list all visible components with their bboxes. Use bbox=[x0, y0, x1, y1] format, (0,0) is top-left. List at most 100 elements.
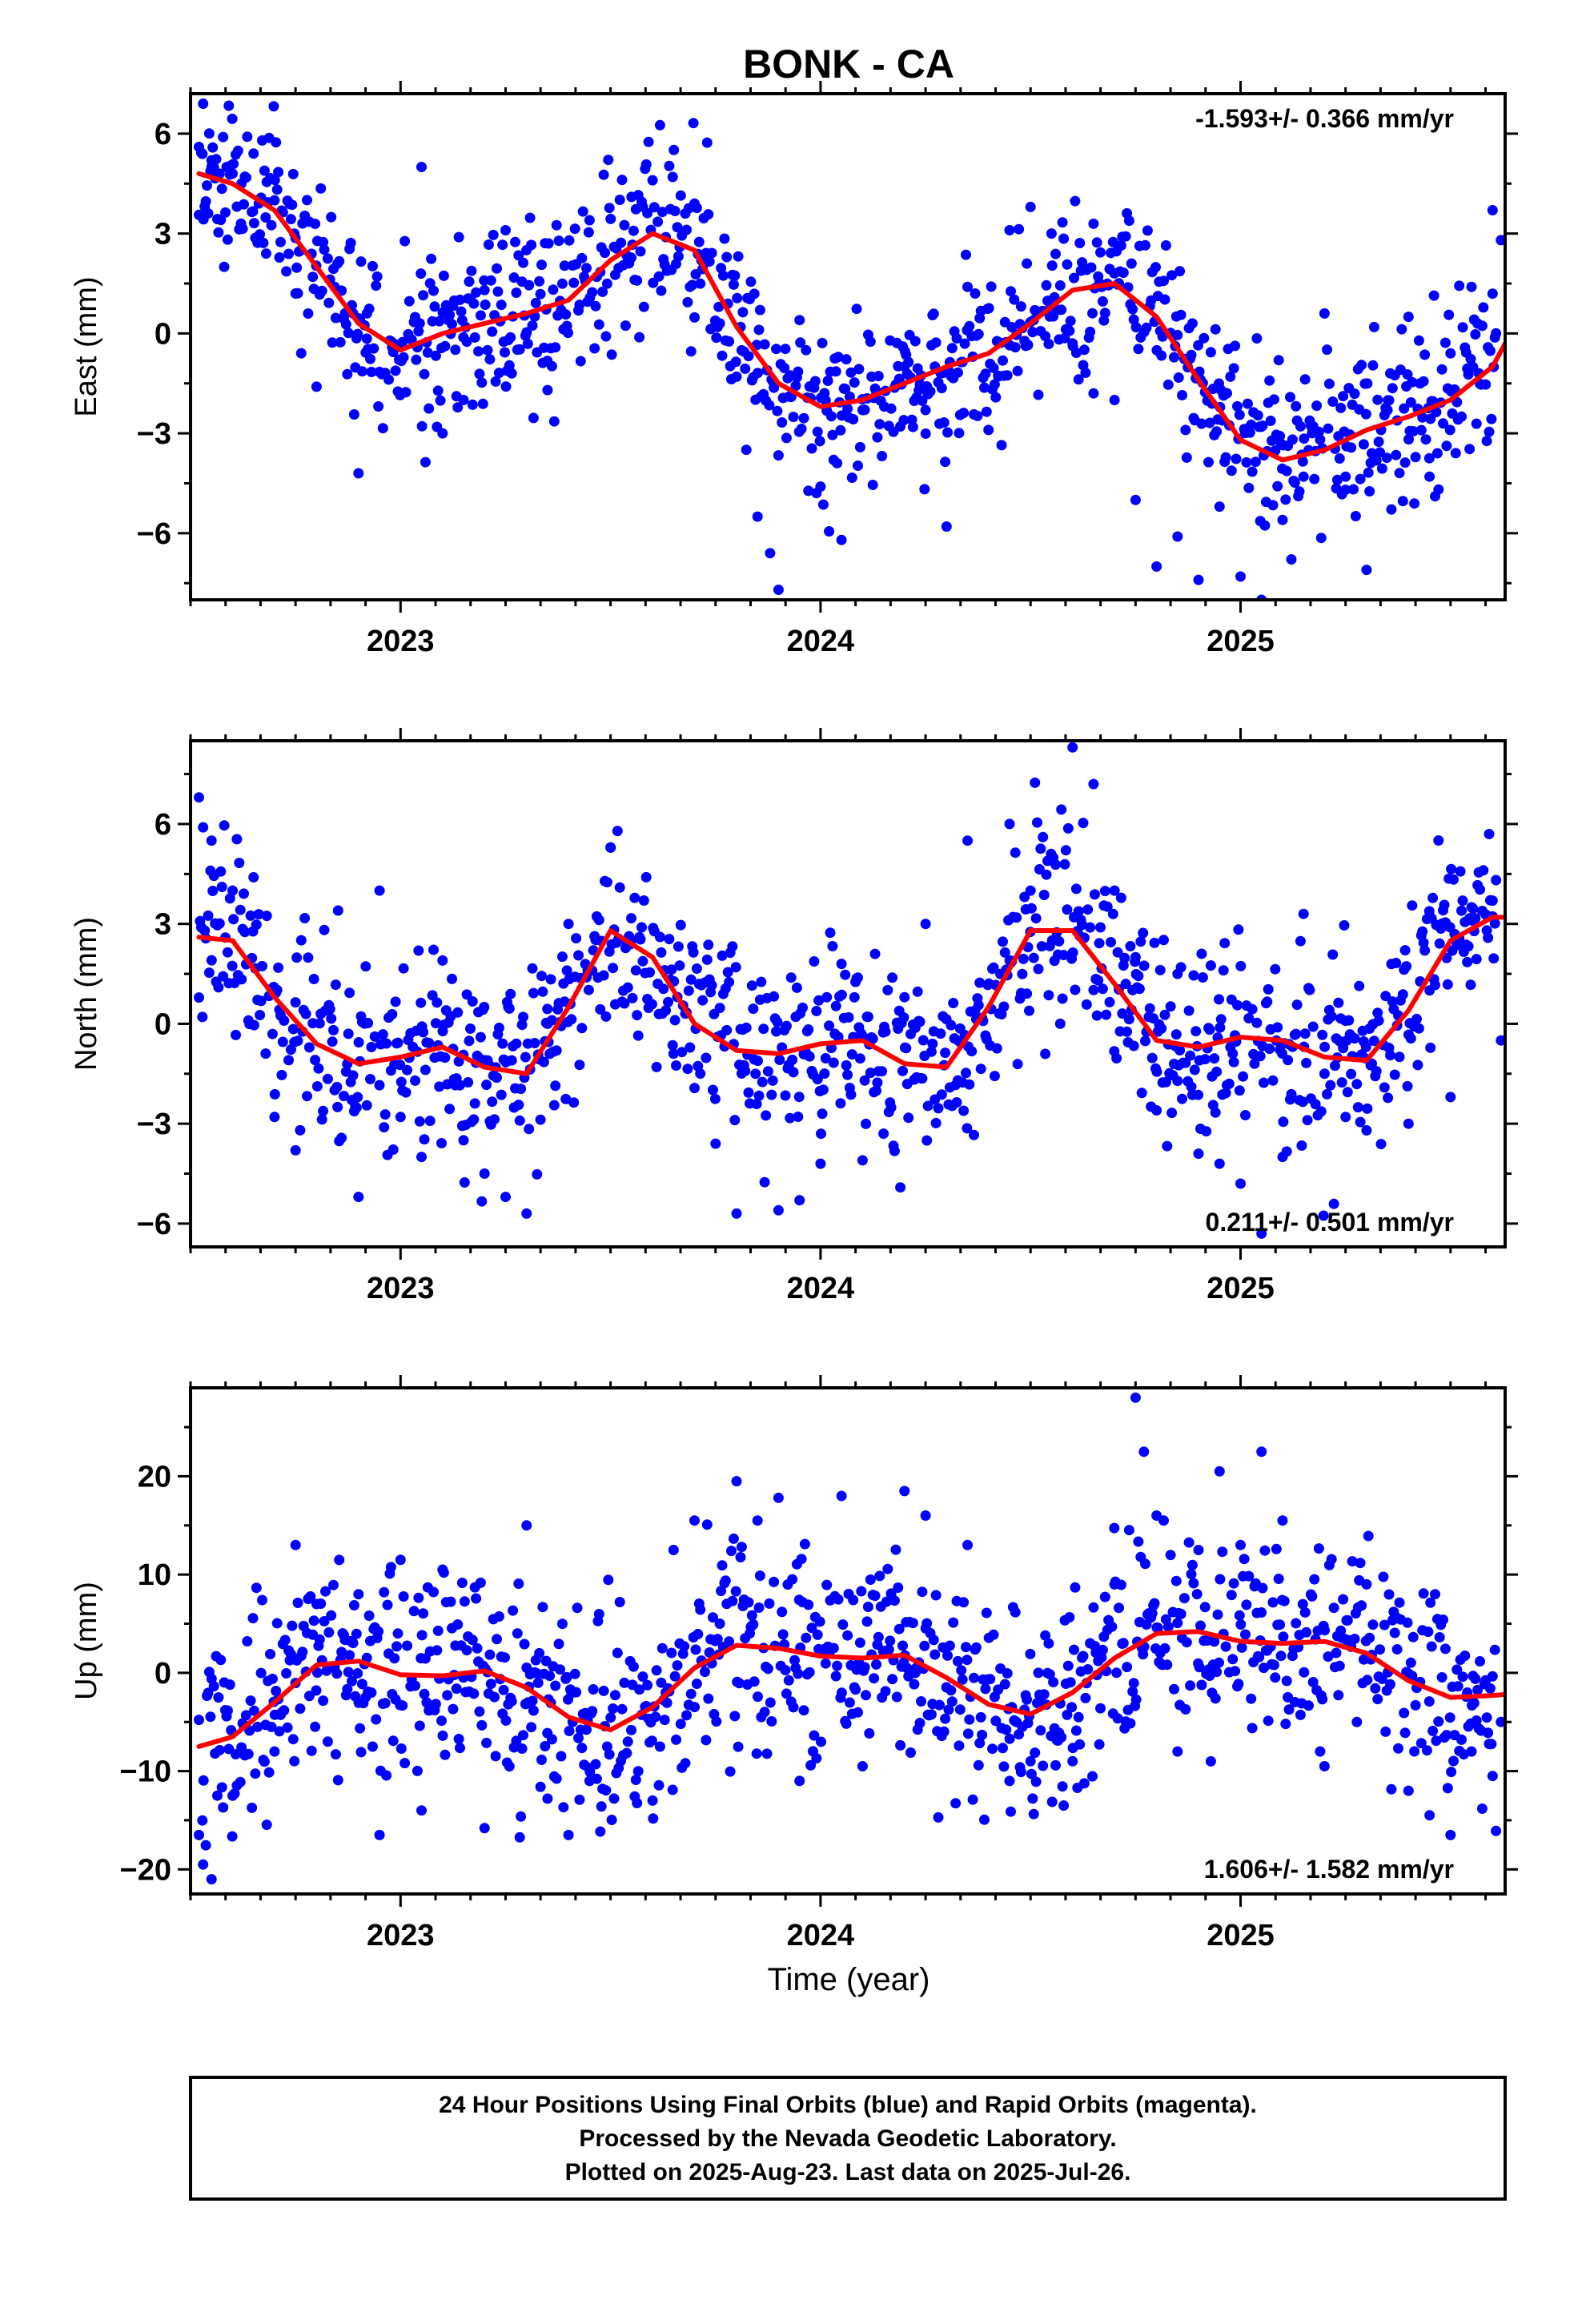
data-point bbox=[656, 1642, 668, 1654]
data-point bbox=[743, 1597, 754, 1608]
data-point bbox=[877, 1066, 888, 1077]
data-point bbox=[711, 332, 722, 344]
data-point bbox=[998, 1001, 1010, 1012]
data-point bbox=[397, 336, 408, 348]
data-point bbox=[1372, 394, 1383, 405]
data-point bbox=[1189, 1064, 1200, 1076]
data-point bbox=[1107, 908, 1118, 919]
y-tick-label: −3 bbox=[137, 417, 171, 451]
data-point bbox=[989, 1071, 1000, 1082]
data-point bbox=[1194, 1662, 1205, 1673]
data-point bbox=[1275, 1651, 1287, 1662]
data-point bbox=[917, 1035, 929, 1046]
data-point bbox=[332, 1101, 343, 1112]
data-point bbox=[1333, 1690, 1344, 1701]
data-point bbox=[410, 1075, 420, 1086]
data-point bbox=[1004, 1733, 1015, 1744]
data-point bbox=[548, 1100, 560, 1111]
data-point bbox=[928, 308, 939, 320]
data-point bbox=[556, 278, 568, 289]
data-point bbox=[1383, 395, 1395, 406]
data-point bbox=[766, 1089, 777, 1100]
data-point bbox=[1140, 239, 1150, 251]
data-point bbox=[1107, 236, 1118, 247]
data-point bbox=[651, 1061, 662, 1072]
data-point bbox=[717, 270, 729, 281]
data-point bbox=[290, 1539, 301, 1550]
data-point bbox=[242, 1636, 253, 1647]
data-point bbox=[1452, 1681, 1464, 1692]
data-point bbox=[548, 284, 559, 296]
data-point bbox=[564, 1726, 575, 1736]
data-point bbox=[248, 218, 259, 229]
data-point bbox=[336, 1647, 347, 1658]
data-point bbox=[1403, 312, 1414, 323]
data-point bbox=[492, 1072, 502, 1084]
data-point bbox=[840, 969, 851, 980]
data-point bbox=[1299, 1607, 1311, 1618]
data-point bbox=[1004, 1775, 1015, 1787]
data-point bbox=[637, 955, 648, 967]
data-point bbox=[1434, 938, 1445, 949]
data-point bbox=[484, 1649, 496, 1660]
data-point bbox=[689, 198, 700, 209]
data-point bbox=[958, 408, 970, 419]
data-point bbox=[1466, 281, 1477, 292]
data-point bbox=[862, 1602, 873, 1612]
data-point bbox=[1463, 369, 1474, 380]
data-point bbox=[671, 1060, 681, 1071]
data-point bbox=[1446, 1767, 1457, 1778]
data-point bbox=[990, 1715, 1002, 1727]
data-point bbox=[999, 1679, 1010, 1690]
data-point bbox=[414, 1116, 425, 1127]
data-point bbox=[964, 320, 975, 332]
data-point bbox=[901, 1663, 913, 1674]
data-point bbox=[1335, 402, 1347, 413]
data-point bbox=[962, 1539, 973, 1550]
data-point bbox=[765, 1697, 776, 1708]
data-point bbox=[563, 1829, 574, 1840]
data-point bbox=[440, 340, 451, 352]
data-point bbox=[1298, 908, 1309, 919]
data-point bbox=[851, 304, 862, 315]
data-point bbox=[430, 350, 441, 361]
data-point bbox=[1109, 395, 1120, 405]
data-point bbox=[843, 1011, 854, 1023]
data-point bbox=[754, 304, 765, 316]
data-point bbox=[1342, 1614, 1353, 1626]
data-point bbox=[1259, 1545, 1271, 1556]
data-point bbox=[1038, 1689, 1050, 1700]
data-point bbox=[614, 1597, 625, 1607]
data-point bbox=[804, 1667, 815, 1678]
data-point bbox=[1027, 327, 1038, 338]
data-point bbox=[794, 1775, 805, 1787]
data-point bbox=[865, 336, 876, 348]
data-point bbox=[379, 1698, 391, 1709]
data-point bbox=[1389, 1069, 1400, 1080]
data-point bbox=[803, 1024, 814, 1035]
data-point bbox=[1445, 1829, 1456, 1840]
data-point bbox=[1022, 340, 1034, 351]
data-point bbox=[524, 212, 536, 223]
data-point bbox=[323, 297, 335, 308]
data-point bbox=[750, 1068, 761, 1080]
data-point bbox=[1297, 456, 1308, 467]
data-point bbox=[247, 1613, 259, 1624]
data-point bbox=[574, 300, 585, 311]
data-point bbox=[1397, 989, 1408, 1000]
data-point bbox=[954, 428, 965, 439]
data-point bbox=[518, 1730, 528, 1741]
data-point bbox=[1243, 1013, 1255, 1023]
data-point bbox=[827, 429, 838, 440]
data-point bbox=[516, 1084, 527, 1095]
data-point bbox=[572, 1602, 583, 1614]
data-point bbox=[1373, 436, 1384, 448]
data-point bbox=[1465, 979, 1476, 991]
data-point bbox=[930, 1117, 942, 1128]
data-point bbox=[650, 1711, 661, 1723]
data-point bbox=[413, 1592, 424, 1603]
data-point bbox=[961, 249, 971, 260]
data-point bbox=[285, 214, 296, 225]
data-point bbox=[1372, 1007, 1383, 1019]
data-point bbox=[1046, 1796, 1058, 1807]
